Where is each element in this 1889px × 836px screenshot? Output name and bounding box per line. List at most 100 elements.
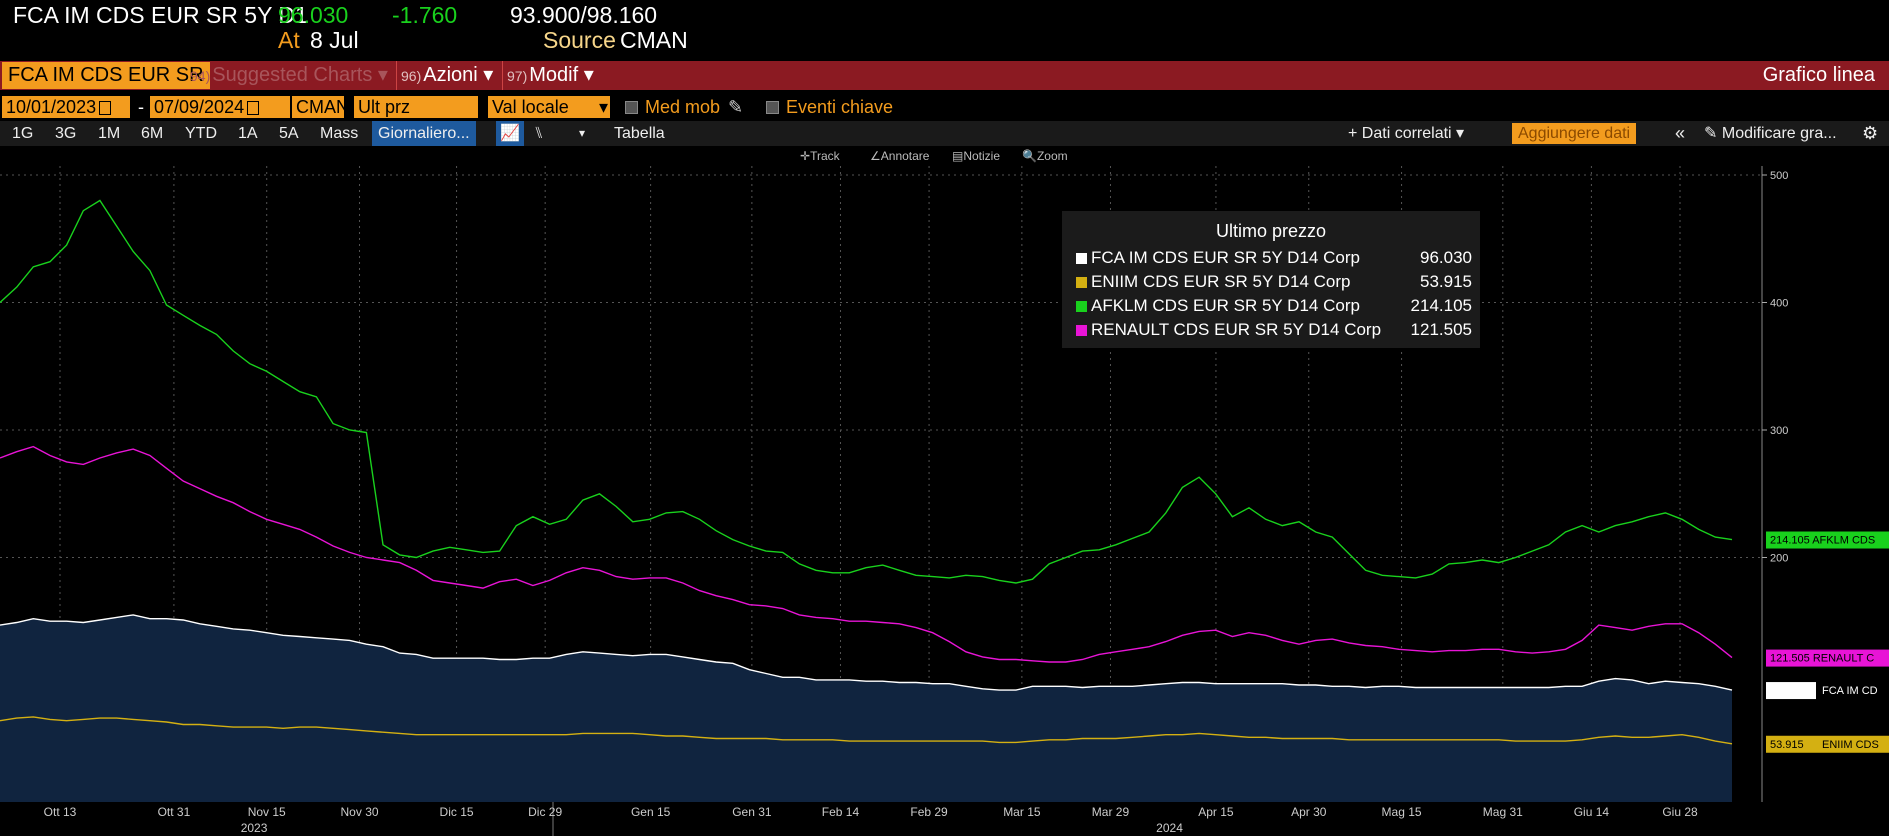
modif-menu[interactable]: 97) Modif ▾	[502, 61, 594, 90]
legend-value: 121.505	[1410, 320, 1472, 339]
legend-swatch	[1076, 325, 1087, 337]
x-tick-label: Ott 31	[158, 805, 191, 819]
legend-swatch	[1076, 253, 1087, 265]
x-tick-label: Gen 31	[732, 805, 772, 819]
y-tick-label: 500	[1770, 170, 1788, 182]
ticker-title: FCA IM CDS EUR SR 5Y D1	[13, 2, 308, 28]
source-field[interactable]: CMAN	[292, 96, 349, 118]
last-price: 96.030	[278, 2, 349, 28]
related-data-button[interactable]: + Dati correlati ▾	[1348, 125, 1465, 142]
series-line	[0, 445, 1733, 663]
news-tool[interactable]: ▤ Notizie	[952, 146, 1000, 166]
legend-name: ENIIM CDS EUR SR 5Y D14 Corp	[1091, 272, 1351, 291]
bar-style-icon[interactable]: ⑊	[534, 125, 544, 142]
x-tick-label: Mag 15	[1382, 805, 1422, 819]
calendar-icon[interactable]	[247, 101, 260, 116]
legend-item: AFKLM CDS EUR SR 5Y D14 Corp 214.105	[1076, 296, 1472, 318]
period-1a[interactable]: 1A	[238, 125, 258, 142]
pencil-icon[interactable]: ✎	[728, 97, 744, 117]
period-1m[interactable]: 1M	[98, 125, 121, 142]
add-data-input[interactable]: Aggiungere dati	[1512, 123, 1637, 144]
legend-item: RENAULT CDS EUR SR 5Y D14 Corp 121.505	[1076, 320, 1472, 342]
value-tag: 53.915	[1770, 739, 1804, 751]
modif-number: 97)	[507, 68, 528, 84]
related-data-label: + Dati correlati	[1348, 125, 1452, 142]
period-1g[interactable]: 1G	[12, 125, 34, 142]
table-button[interactable]: Tabella	[614, 125, 665, 142]
x-tick-label: Mar 29	[1092, 805, 1130, 819]
collapse-icon[interactable]: «	[1675, 123, 1686, 143]
end-date-field[interactable]: 07/09/2024	[150, 96, 290, 118]
value-tag: 121.505 RENAULT C	[1770, 653, 1874, 665]
x-tick-label: Nov 30	[341, 805, 379, 819]
annotate-label: Annotare	[880, 149, 930, 163]
gear-icon[interactable]: ⚙	[1862, 123, 1879, 143]
fca-area-fill	[0, 614, 1732, 802]
zoom-label: Zoom	[1036, 149, 1068, 163]
start-date-field[interactable]: 10/01/2023	[2, 96, 130, 118]
security-button[interactable]: FCA IM CDS EUR SR	[2, 62, 210, 89]
series-line	[0, 716, 1733, 745]
period-toolbar: 1G 3G 1M 6M YTD 1A 5A Mass Giornaliero..…	[0, 121, 1889, 146]
zoom-tool[interactable]: 🔍 Zoom	[1022, 146, 1068, 166]
x-tick-label: Nov 15	[248, 805, 286, 819]
line-chart-icon[interactable]: 📈	[496, 121, 524, 146]
start-date-value: 10/01/2023	[6, 97, 97, 117]
period-ytd[interactable]: YTD	[185, 125, 217, 142]
period-5a[interactable]: 5A	[279, 125, 299, 142]
x-tick-label: Mag 31	[1483, 805, 1523, 819]
x-tick-label: Gen 15	[631, 805, 671, 819]
price-range: 93.900/98.160	[510, 2, 658, 28]
value-tag-name: FCA IM CD	[1822, 685, 1878, 697]
legend-item: ENIIM CDS EUR SR 5Y D14 Corp 53.915	[1076, 272, 1472, 294]
azioni-menu[interactable]: 96) Azioni ▾	[396, 61, 493, 90]
key-events-checkbox[interactable]	[766, 101, 779, 114]
period-max[interactable]: Mass	[320, 125, 359, 142]
year-label: 2023	[241, 821, 268, 835]
annotate-tool[interactable]: ∠ Annotare	[870, 146, 929, 166]
x-tick-label: Dic 29	[528, 805, 562, 819]
period-6m[interactable]: 6M	[141, 125, 164, 142]
legend-name: FCA IM CDS EUR SR 5Y D14 Corp	[1091, 248, 1360, 267]
calendar-icon[interactable]	[99, 101, 112, 116]
period-3g[interactable]: 3G	[55, 125, 77, 142]
modif-label: Modif	[529, 64, 579, 86]
legend-name: AFKLM CDS EUR SR 5Y D14 Corp	[1091, 296, 1360, 315]
modify-chart-button[interactable]: ✎ Modificare gra...	[1704, 121, 1837, 146]
value-tag-name: ENIIM CDS	[1822, 739, 1879, 751]
legend-value: 53.915	[1420, 272, 1472, 291]
frequency-selector[interactable]: Giornaliero...	[372, 121, 476, 146]
azioni-label: Azioni	[423, 64, 478, 86]
quote-header: FCA IM CDS EUR SR 5Y D1 96.030 -1.760 93…	[0, 0, 1889, 60]
chart-legend: Ultimo prezzo FCA IM CDS EUR SR 5Y D14 C…	[1062, 211, 1480, 348]
field-selector[interactable]: Ult prz	[354, 96, 478, 118]
x-tick-label: Apr 15	[1198, 805, 1234, 819]
legend-value: 96.030	[1420, 248, 1472, 267]
legend-value: 214.105	[1410, 296, 1472, 315]
track-tool[interactable]: ✛ Track	[800, 146, 840, 166]
x-tick-label: Ott 13	[44, 805, 77, 819]
end-date-value: 07/09/2024	[154, 97, 245, 117]
y-tick-label: 200	[1770, 553, 1788, 565]
price-chart[interactable]: 200 300 400 500 Ott 13 Ott 31 Nov 15 Nov 30 Dic …	[0, 166, 1889, 836]
chevron-down-icon[interactable]: ▾	[579, 126, 586, 140]
track-label: Track	[810, 149, 840, 163]
y-tick-label: 300	[1770, 425, 1788, 437]
legend-swatch	[1076, 277, 1087, 289]
legend-swatch	[1076, 301, 1087, 313]
x-tick-label: Feb 14	[822, 805, 860, 819]
modify-chart-label: Modificare gra...	[1721, 125, 1837, 142]
x-tick-label: Feb 29	[910, 805, 948, 819]
news-label: Notizie	[963, 149, 1001, 163]
currency-selector[interactable]: Val locale ▾	[488, 96, 610, 118]
suggested-label: Suggested Charts	[212, 64, 373, 86]
value-tag-bg	[1766, 531, 1889, 549]
moving-average-checkbox[interactable]	[625, 101, 638, 114]
legend-title: Ultimo prezzo	[1215, 221, 1327, 241]
x-tick-label: Mar 15	[1003, 805, 1041, 819]
value-tag-bg	[1766, 649, 1889, 667]
legend-name: RENAULT CDS EUR SR 5Y D14 Corp	[1091, 320, 1382, 339]
at-date: 8 Jul	[310, 27, 359, 53]
x-tick-label: Giu 14	[1574, 805, 1610, 819]
suggested-charts-menu[interactable]: 94) Suggested Charts ▾	[190, 64, 388, 86]
